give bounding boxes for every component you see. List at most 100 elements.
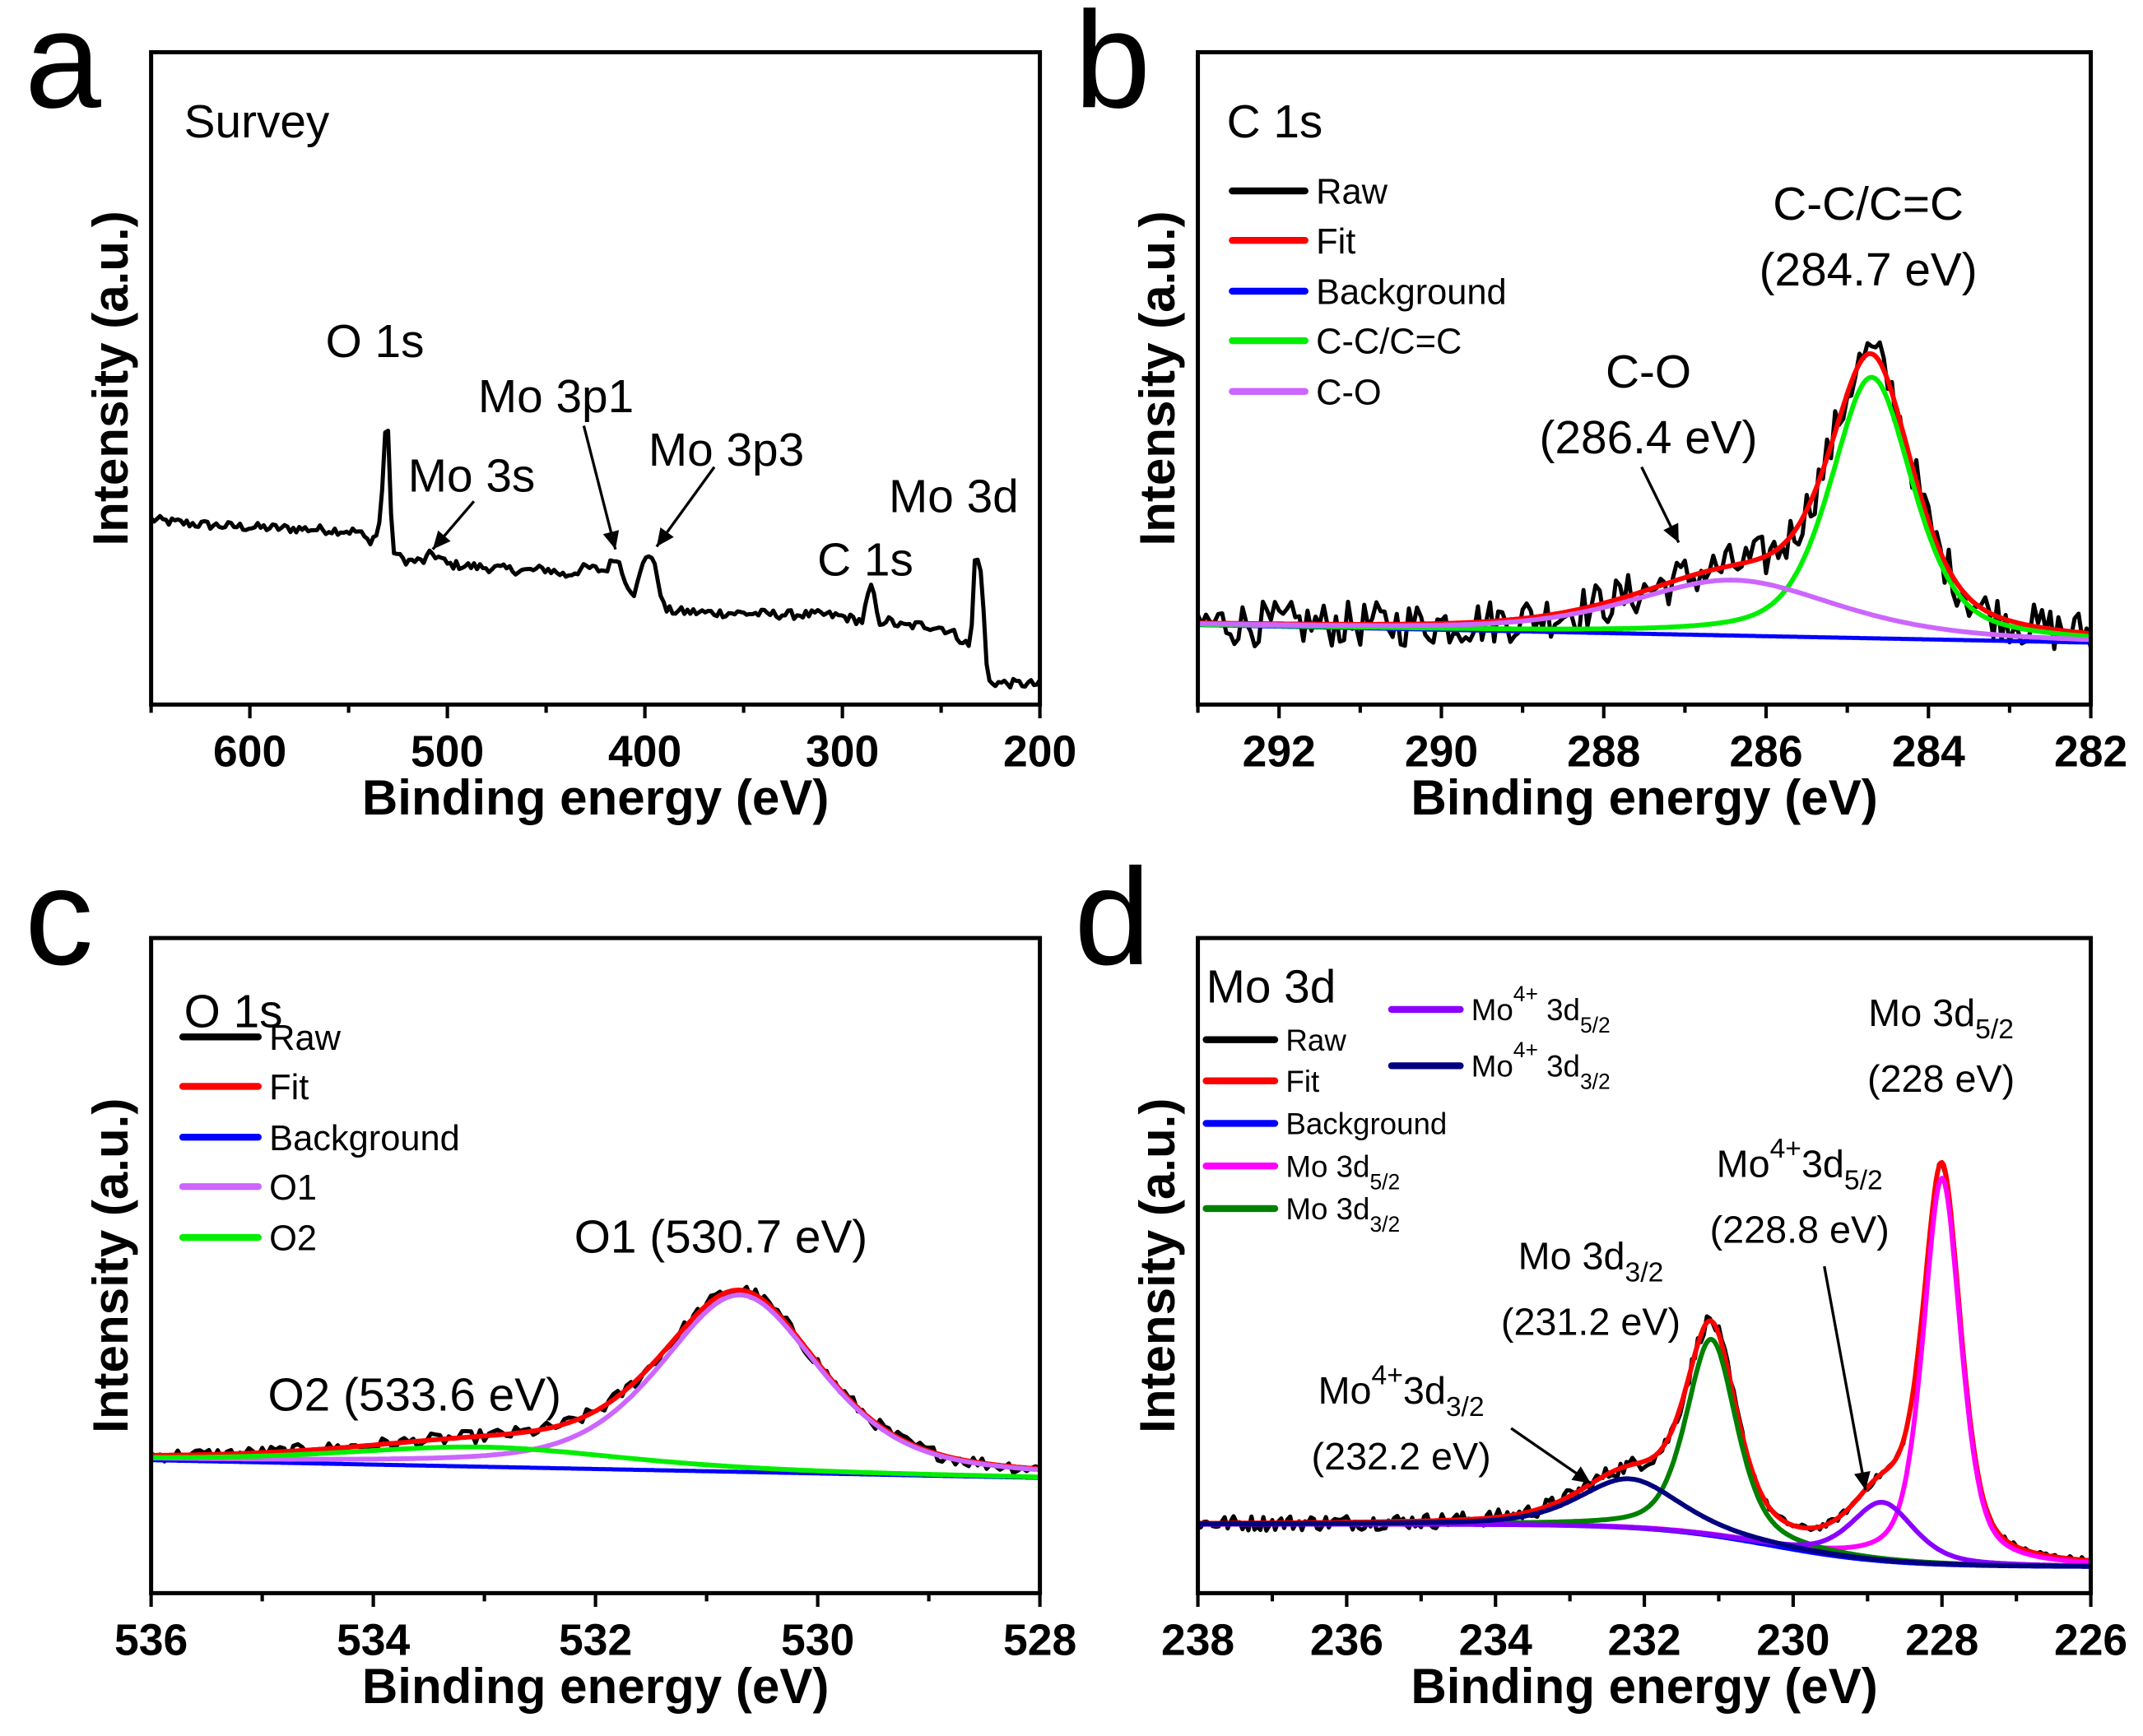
x-tick-label: 536 [114, 1616, 188, 1664]
text-part: (228.8 eV) [1710, 1209, 1890, 1251]
panel-d: d 238 236 234 232 230 228 226 Binding energy (eV… [1074, 841, 2127, 1714]
peak-annotation: Mo 3p3 [648, 425, 804, 548]
text-part: Fit [269, 1068, 309, 1107]
legend-item: Raw [1202, 1023, 1346, 1057]
subscript: 3/2 [1446, 1392, 1485, 1423]
panel-title: C 1s [1227, 96, 1323, 148]
annotation-label: Mo 3d5/2 [1868, 991, 2014, 1045]
legend-item: Mo4+ 3d3/2 [1388, 1037, 1611, 1094]
peak-annotation: Mo 3p1 [478, 371, 634, 550]
annotation-label: (232.2 eV) [1312, 1435, 1491, 1478]
legend-label: Mo 3d5/2 [1285, 1149, 1400, 1194]
panel-letter: c [25, 841, 93, 994]
text-part: C-C/C=C [1773, 179, 1964, 230]
peak-component-line [151, 1293, 1040, 1473]
peak-annotation: C-C/C=C (284.7 eV) [1759, 179, 1978, 296]
x-tick-label: 286 [1729, 727, 1802, 776]
legend-label: Fit [1285, 1065, 1319, 1098]
plot-frame [1196, 49, 2094, 707]
peak-component-line [151, 1444, 1040, 1480]
annotation-label: C-O [1606, 346, 1691, 398]
panel-letter: b [1074, 0, 1151, 137]
text-part: Mo [1318, 1369, 1372, 1412]
panel-a: a 600 500 400 300 200 Binding energy (eV) Inten… [25, 0, 1076, 825]
text-part: Mo [1717, 1143, 1770, 1186]
legend-item: Fit [1229, 222, 1355, 262]
y-axis-title: Intensity (a.u.) [1130, 211, 1185, 545]
panel-title: Survey [184, 96, 330, 148]
legend-label: Mo4+ 3d5/2 [1471, 982, 1611, 1037]
legend-item: Raw [1229, 173, 1388, 212]
annotation-label: O 1s [326, 316, 425, 368]
x-tick-label: 282 [2054, 727, 2127, 776]
x-tick-label: 600 [213, 727, 286, 776]
annotation-label: (284.7 eV) [1759, 244, 1978, 296]
x-tick-label: 230 [1756, 1616, 1829, 1664]
text-part: O2 [269, 1219, 317, 1259]
legend-item: C-O [1229, 373, 1382, 412]
peak-annotation: Mo4+3d3/2 (232.2 eV) [1312, 1361, 1592, 1485]
plot-area [151, 429, 1040, 690]
x-tick-label: 528 [1003, 1616, 1076, 1664]
peak-annotation: C-O (286.4 eV) [1540, 346, 1758, 544]
legend-label: C-O [1316, 373, 1382, 412]
text-part: (232.2 eV) [1312, 1435, 1491, 1478]
annotation-label: Mo 3d [889, 471, 1019, 523]
x-tick-label: 228 [1905, 1616, 1978, 1664]
plot-area [151, 1284, 1040, 1480]
legend-item: C-C/C=C [1229, 323, 1462, 362]
text-part: O1 [269, 1168, 317, 1208]
annotation-label: Mo4+3d3/2 [1318, 1361, 1485, 1423]
x-axis-title: Binding energy (eV) [1411, 770, 1877, 825]
peak-annotation: Mo 3s [408, 451, 536, 550]
subscript: 5/2 [1844, 1166, 1883, 1196]
x-axis-title: Binding energy (eV) [1411, 1659, 1877, 1714]
annotation-label: Mo 3s [408, 451, 536, 503]
text-part: C-C/C=C [1316, 323, 1462, 362]
text-part: (231.2 eV) [1501, 1301, 1680, 1344]
plot-frame [149, 49, 1043, 707]
annotation-label: Mo4+3d5/2 [1717, 1134, 1883, 1195]
text-part: C-O [1316, 373, 1382, 412]
peak-component-line [1197, 578, 2091, 643]
panel-letter: d [1074, 841, 1151, 994]
y-axis-title: Intensity (a.u.) [83, 211, 138, 545]
annotation-label: O1 (530.7 eV) [574, 1211, 867, 1263]
text-part: Raw [1316, 173, 1388, 212]
text-part: 3d [1538, 993, 1580, 1027]
peak-annotation: O2 (533.6 eV) [267, 1369, 560, 1421]
legend-label: Background [269, 1119, 460, 1158]
text-part: 3d [1403, 1369, 1446, 1412]
text-part: Background [1285, 1107, 1447, 1141]
x-tick-label: 288 [1567, 727, 1640, 776]
text-part: 3d [1801, 1143, 1844, 1186]
peak-annotation: Mo 3d [889, 471, 1019, 523]
panel-title: Mo 3d [1206, 962, 1336, 1014]
y-axis-title: Intensity (a.u.) [83, 1098, 138, 1433]
superscript: 4+ [1513, 1037, 1538, 1062]
x-tick-label: 530 [781, 1616, 854, 1664]
subscript: 5/2 [1580, 1013, 1611, 1037]
text-part: Fit [1285, 1065, 1319, 1098]
legend-item: O2 [179, 1219, 317, 1259]
text-part: Background [1316, 273, 1507, 313]
peak-annotation: O 1s [326, 316, 425, 368]
superscript: 4+ [1513, 982, 1538, 1006]
legend-item: Background [179, 1119, 460, 1158]
text-part: Mo 3d [1518, 1234, 1625, 1277]
arrowhead-icon [1854, 1471, 1871, 1491]
annotation-arrow [1823, 1265, 1867, 1491]
superscript: 4+ [1770, 1134, 1801, 1164]
legend-label: O1 [269, 1168, 317, 1208]
y-axis-title: Intensity (a.u.) [1130, 1098, 1185, 1433]
text-part: Mo 3d [1868, 991, 1975, 1034]
x-tick-label: 292 [1243, 727, 1316, 776]
subscript: 3/2 [1625, 1257, 1664, 1288]
text-part: O2 (533.6 eV) [267, 1369, 560, 1421]
peak-annotation: Mo 3d5/2 (228 eV) [1867, 991, 2015, 1100]
panel-b: b 292 290 288 286 284 282 Binding energy (eV) In… [1074, 0, 2127, 825]
x-tick-label: 534 [337, 1616, 410, 1664]
text-part: Mo 3d [1285, 1192, 1369, 1226]
annotation-label: Mo 3d3/2 [1518, 1234, 1664, 1288]
superscript: 4+ [1372, 1361, 1403, 1391]
